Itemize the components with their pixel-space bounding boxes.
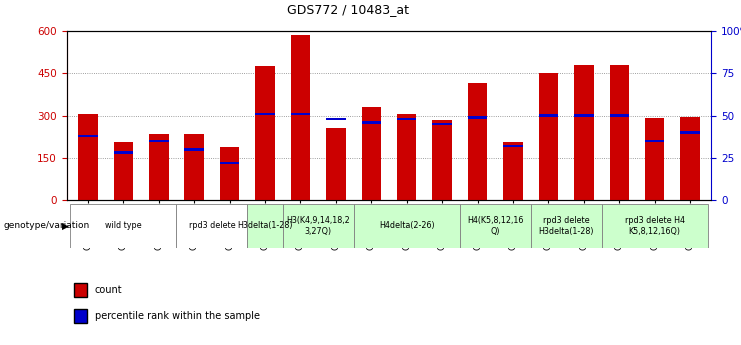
Bar [468, 83, 488, 200]
Bar [539, 114, 558, 117]
Text: rpd3 delete: rpd3 delete [189, 221, 235, 230]
Text: count: count [95, 285, 122, 295]
Bar [503, 142, 522, 200]
Bar [602, 204, 708, 248]
Bar [113, 151, 133, 154]
Bar [531, 204, 602, 248]
Bar [326, 118, 345, 120]
Bar [645, 140, 665, 142]
Bar [70, 204, 176, 248]
Bar [113, 142, 133, 200]
Bar [460, 204, 531, 248]
Bar [290, 35, 310, 200]
Bar [397, 114, 416, 200]
Text: rpd3 delete
H3delta(1-28): rpd3 delete H3delta(1-28) [539, 216, 594, 236]
Bar [79, 114, 98, 200]
Bar [185, 134, 204, 200]
Bar [610, 65, 629, 200]
Bar [220, 147, 239, 200]
Bar [220, 162, 239, 164]
Text: H3delta(1-28): H3delta(1-28) [237, 221, 293, 230]
Bar [574, 65, 594, 200]
Text: percentile rank within the sample: percentile rank within the sample [95, 311, 260, 321]
Bar [185, 148, 204, 151]
Bar [256, 66, 275, 200]
Bar [362, 121, 381, 124]
Text: H4delta(2-26): H4delta(2-26) [379, 221, 434, 230]
Bar [468, 116, 488, 119]
Bar [503, 145, 522, 147]
Bar [610, 114, 629, 117]
Text: genotype/variation: genotype/variation [4, 221, 90, 230]
Text: H4(K5,8,12,16
Q): H4(K5,8,12,16 Q) [467, 216, 523, 236]
Bar [326, 128, 345, 200]
Text: wild type: wild type [105, 221, 142, 230]
Bar [645, 118, 665, 200]
Text: GDS772 / 10483_at: GDS772 / 10483_at [288, 3, 409, 17]
Text: rpd3 delete H4
K5,8,12,16Q): rpd3 delete H4 K5,8,12,16Q) [625, 216, 685, 236]
Bar [680, 131, 700, 134]
Bar [362, 107, 381, 200]
Bar [433, 120, 452, 200]
Text: H3(K4,9,14,18,2
3,27Q): H3(K4,9,14,18,2 3,27Q) [286, 216, 350, 236]
Bar [353, 204, 460, 248]
Bar [290, 112, 310, 115]
Bar [539, 73, 558, 200]
Bar [247, 204, 283, 248]
Bar [680, 117, 700, 200]
Bar [149, 134, 168, 200]
Bar [574, 114, 594, 117]
Bar [256, 112, 275, 115]
Bar [283, 204, 353, 248]
Bar [433, 123, 452, 125]
Bar [176, 204, 247, 248]
Bar [79, 135, 98, 137]
Text: ▶: ▶ [62, 221, 68, 230]
Bar [149, 140, 168, 142]
Bar [397, 118, 416, 120]
